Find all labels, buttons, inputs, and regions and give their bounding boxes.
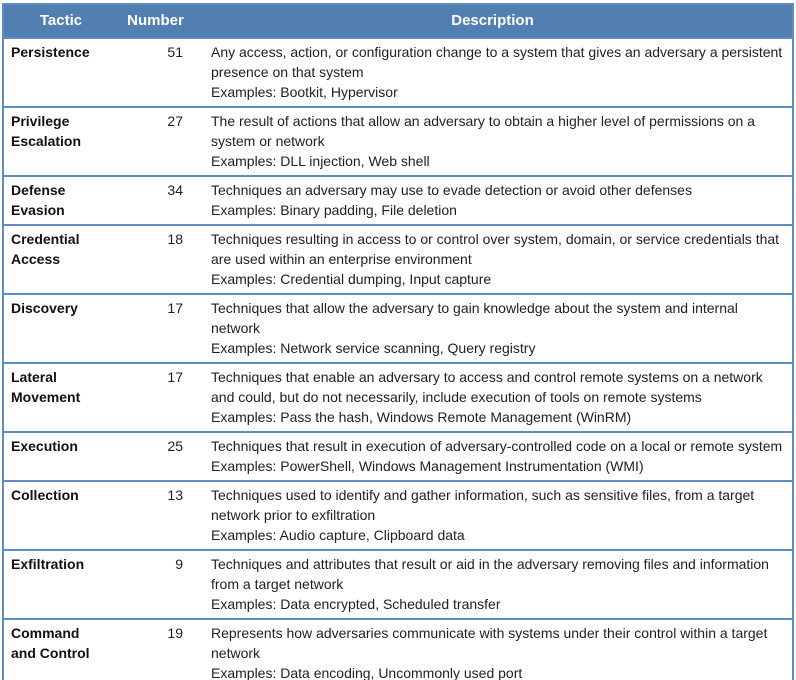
examples-text: Examples: Credential dumping, Input capt… <box>211 271 492 287</box>
table-header: Tactic Number Description <box>3 3 793 39</box>
table-row-privilege-escalation: Privilege Escalation 27 The result of ac… <box>3 107 793 176</box>
examples-text: Examples: Data encoding, Uncommonly used… <box>211 665 523 680</box>
examples-text: Examples: Binary padding, File deletion <box>211 202 457 218</box>
tactic-cell: Execution <box>11 438 78 454</box>
description-cell: Techniques that enable an adversary to a… <box>193 363 793 432</box>
examples-text: Examples: Data encrypted, Scheduled tran… <box>211 596 501 612</box>
table-row-discovery: Discovery 17 Techniques that allow the a… <box>3 294 793 363</box>
number-cell: 17 <box>167 369 183 385</box>
description-cell: Techniques resulting in access to or con… <box>193 225 793 294</box>
tactic-cell: Privilege Escalation <box>11 113 82 149</box>
description-text: Any access, action, or configuration cha… <box>211 44 783 80</box>
column-header-tactic: Tactic <box>3 3 118 39</box>
number-cell: 34 <box>167 182 183 198</box>
table-row-execution: Execution 25 Techniques that result in e… <box>3 432 793 481</box>
description-cell: Techniques that result in execution of a… <box>193 432 793 481</box>
description-cell: Represents how adversaries communicate w… <box>193 619 793 680</box>
tactics-table: Tactic Number Description Persistence 51… <box>2 3 794 680</box>
examples-text: Examples: Audio capture, Clipboard data <box>211 527 465 543</box>
description-text: Techniques used to identify and gather i… <box>211 487 755 523</box>
table-row-exfiltration: Exfiltration 9 Techniques and attributes… <box>3 550 793 619</box>
table-row-collection: Collection 13 Techniques used to identif… <box>3 481 793 550</box>
table-row-persistence: Persistence 51 Any access, action, or co… <box>3 38 793 107</box>
header-row: Tactic Number Description <box>3 3 793 39</box>
column-header-number: Number <box>118 3 193 39</box>
tactic-cell: Persistence <box>11 44 90 60</box>
tactic-cell: Discovery <box>11 300 78 316</box>
description-text: The result of actions that allow an adve… <box>211 113 755 149</box>
examples-text: Examples: Bootkit, Hypervisor <box>211 84 398 100</box>
tactic-cell: Command and Control <box>11 625 90 661</box>
description-text: Techniques and attributes that result or… <box>211 556 769 592</box>
table-row-credential-access: Credential Access 18 Techniques resultin… <box>3 225 793 294</box>
tactic-cell: Defense Evasion <box>11 182 66 218</box>
description-text: Techniques that enable an adversary to a… <box>211 369 763 405</box>
column-header-description: Description <box>193 3 793 39</box>
description-cell: Techniques and attributes that result or… <box>193 550 793 619</box>
description-text: Techniques an adversary may use to evade… <box>211 182 692 198</box>
description-text: Represents how adversaries communicate w… <box>211 625 768 661</box>
examples-text: Examples: Pass the hash, Windows Remote … <box>211 409 632 425</box>
number-cell: 19 <box>167 625 183 641</box>
number-cell: 13 <box>167 487 183 503</box>
number-cell: 18 <box>167 231 183 247</box>
description-cell: Techniques an adversary may use to evade… <box>193 176 793 225</box>
examples-text: Examples: Network service scanning, Quer… <box>211 340 536 356</box>
description-text: Techniques that allow the adversary to g… <box>211 300 738 336</box>
tactic-cell: Lateral Movement <box>11 369 81 405</box>
examples-text: Examples: DLL injection, Web shell <box>211 153 430 169</box>
number-cell: 17 <box>167 300 183 316</box>
description-cell: Any access, action, or configuration cha… <box>193 38 793 107</box>
description-text: Techniques resulting in access to or con… <box>211 231 780 267</box>
tactic-cell: Collection <box>11 487 79 503</box>
description-cell: Techniques used to identify and gather i… <box>193 481 793 550</box>
table-row-command-and-control: Command and Control 19 Represents how ad… <box>3 619 793 680</box>
number-cell: 51 <box>167 44 183 60</box>
table-row-defense-evasion: Defense Evasion 34 Techniques an adversa… <box>3 176 793 225</box>
number-cell: 27 <box>167 113 183 129</box>
number-cell: 25 <box>167 438 183 454</box>
description-text: Techniques that result in execution of a… <box>211 438 783 454</box>
table-row-lateral-movement: Lateral Movement 17 Techniques that enab… <box>3 363 793 432</box>
table-body: Persistence 51 Any access, action, or co… <box>3 38 793 680</box>
description-cell: The result of actions that allow an adve… <box>193 107 793 176</box>
examples-text: Examples: PowerShell, Windows Management… <box>211 458 644 474</box>
tactic-cell: Credential Access <box>11 231 80 267</box>
description-cell: Techniques that allow the adversary to g… <box>193 294 793 363</box>
number-cell: 9 <box>175 556 183 572</box>
tactic-cell: Exfiltration <box>11 556 85 572</box>
